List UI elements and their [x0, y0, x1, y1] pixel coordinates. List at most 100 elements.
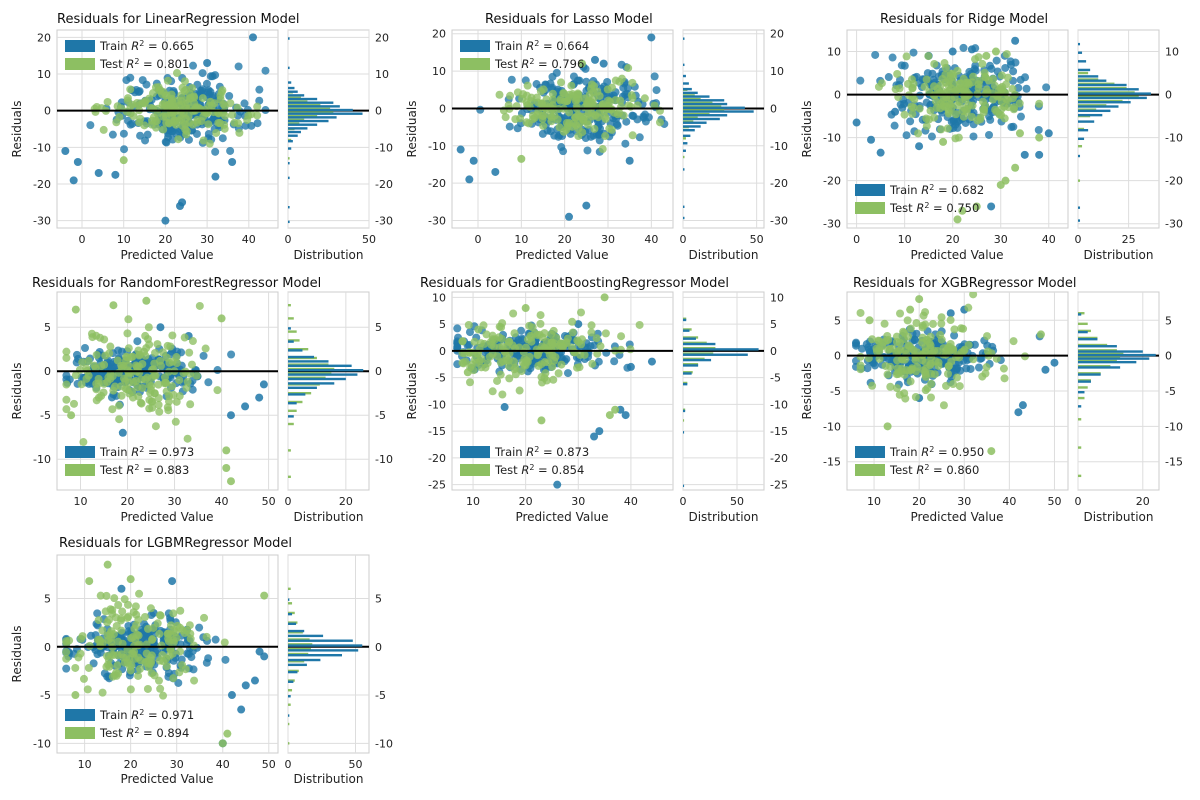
panels-layer: Residuals for LinearRegression Model 0 10 2…: [10, 12, 1183, 786]
hist-bar-train: [288, 81, 292, 84]
legend-label-test: Test R2 = 0.854: [494, 463, 584, 478]
test-point-outlier: [1011, 163, 1020, 172]
test-point: [525, 321, 534, 330]
test-point: [913, 362, 922, 371]
train-point: [507, 75, 516, 84]
test-point-outlier: [939, 137, 948, 146]
hist-bar-test: [1078, 322, 1088, 326]
hist-x-tick-label: 25: [1122, 233, 1136, 246]
test-point: [939, 94, 948, 103]
hist-bar-train: [683, 99, 725, 102]
train-point-outlier: [876, 148, 885, 157]
x-tick-label: 40: [624, 495, 638, 508]
train-point-outlier: [161, 216, 170, 225]
test-point: [108, 405, 117, 414]
test-point: [157, 90, 166, 99]
hist-bar-test: [683, 363, 699, 366]
test-point: [495, 90, 504, 99]
train-point: [86, 121, 95, 130]
hist-x-tick-label: 0: [285, 233, 292, 246]
hist-y-tick-label: 5: [375, 321, 382, 334]
test-point: [155, 629, 164, 638]
test-point: [92, 396, 101, 405]
test-point: [897, 355, 906, 364]
hist-bar-train: [288, 382, 335, 385]
test-point: [165, 119, 174, 128]
test-point: [128, 352, 137, 361]
test-point: [952, 86, 961, 95]
hist-bar-train: [1078, 357, 1150, 360]
train-point-outlier: [1044, 129, 1053, 138]
train-point: [227, 350, 236, 359]
panel-randomforestregressor: Residuals for RandomForestRegressor Mode…: [10, 276, 393, 524]
hist-bar-train: [288, 206, 290, 209]
hist-bar-train: [683, 342, 716, 346]
y-tick-label: -20: [823, 175, 841, 188]
hist-bar-train: [683, 348, 759, 351]
test-point: [947, 357, 956, 366]
test-point: [123, 645, 132, 654]
hist-y-tick-label: -15: [1165, 456, 1183, 469]
test-point: [168, 382, 177, 391]
test-point: [126, 666, 135, 675]
y-tick-label: 0: [439, 345, 446, 358]
test-point: [946, 339, 955, 348]
x-tick-label: 10: [74, 495, 88, 508]
test-point: [498, 319, 507, 328]
test-point: [601, 132, 610, 141]
test-point: [156, 684, 165, 693]
test-point: [88, 333, 97, 342]
train-point: [221, 655, 230, 664]
train-point: [974, 363, 983, 372]
train-point: [603, 78, 612, 87]
test-point: [959, 324, 968, 333]
panel-title: Residuals for RandomForestRegressor Mode…: [32, 276, 321, 291]
test-point: [105, 349, 114, 358]
hist-bar-train: [288, 680, 294, 683]
legend: Train R2 = 0.971 Test R2 = 0.894: [65, 708, 194, 740]
train-point: [650, 72, 659, 81]
histogram-axes-frame: [287, 291, 370, 491]
y-tick-label: 5: [44, 321, 51, 334]
hist-bar-test: [288, 422, 294, 426]
hist-bar-test: [1078, 418, 1082, 421]
test-point: [146, 604, 155, 613]
x-tick-label: 10: [466, 495, 480, 508]
hist-bar-train: [1078, 92, 1151, 95]
test-point: [488, 335, 497, 344]
legend: Train R2 = 0.973 Test R2 = 0.883: [65, 445, 194, 477]
test-point: [226, 99, 235, 108]
train-point: [72, 358, 81, 367]
test-point: [925, 115, 934, 124]
test-point: [633, 101, 642, 110]
test-point: [74, 653, 83, 662]
train-point: [910, 336, 919, 345]
hist-y-tick-label: 5: [375, 592, 382, 605]
test-point: [910, 95, 919, 104]
test-point: [927, 369, 936, 378]
test-point: [928, 319, 937, 328]
test-point: [108, 606, 117, 615]
hist-bar-test: [683, 137, 686, 140]
legend-label-train: Train R2 = 0.950: [889, 445, 984, 460]
train-point: [62, 371, 71, 380]
hist-bar-test: [288, 317, 294, 320]
legend-swatch-test: [65, 58, 95, 70]
train-point: [906, 117, 915, 126]
hist-y-tick-label: -5: [375, 689, 386, 702]
test-point: [470, 355, 479, 364]
test-point: [220, 638, 229, 647]
test-point: [175, 392, 184, 401]
y-tick-label: -20: [33, 178, 51, 191]
test-point-outlier: [521, 304, 530, 313]
test-point: [565, 119, 574, 128]
test-point: [123, 329, 132, 338]
hist-bar-test: [1078, 396, 1085, 400]
test-point: [536, 311, 545, 320]
test-point: [94, 616, 103, 625]
test-point: [176, 606, 185, 615]
train-point-outlier: [590, 432, 599, 441]
hist-y-tick-label: -30: [375, 215, 393, 228]
test-point: [937, 313, 946, 322]
y-tick-label: -10: [428, 398, 446, 411]
